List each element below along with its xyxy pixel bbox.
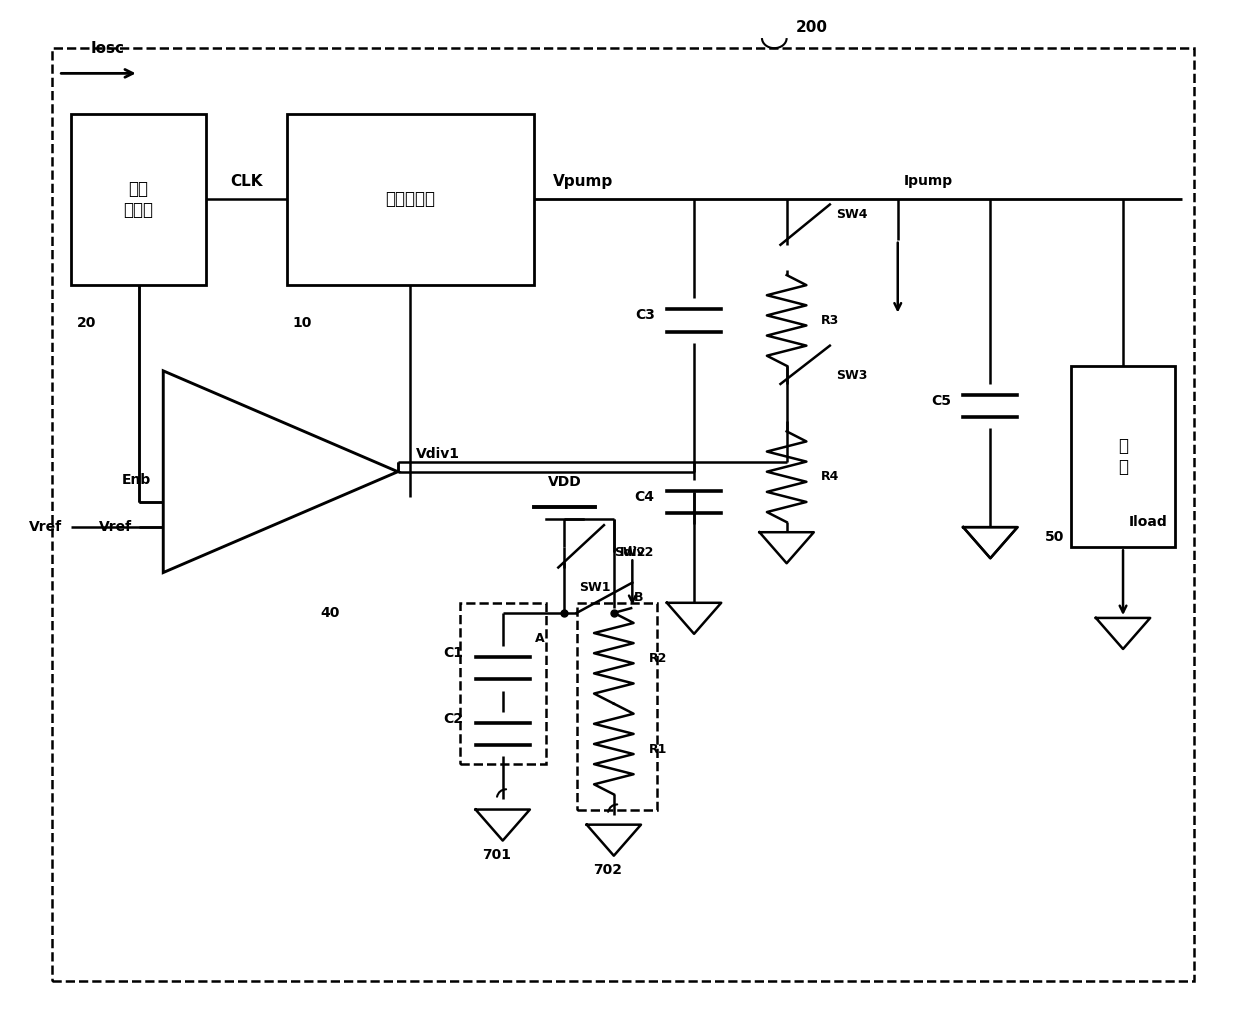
Text: R2: R2 [649,652,667,665]
Text: Vref: Vref [99,520,133,534]
Text: SW3: SW3 [836,369,868,382]
Bar [460,602,546,765]
Text: 200: 200 [795,20,827,35]
Text: C4: C4 [635,490,655,504]
Bar [286,114,533,285]
Bar [577,602,657,809]
Text: Vdiv1: Vdiv1 [417,446,460,460]
Text: R1: R1 [649,742,667,755]
Text: Ipump: Ipump [904,174,954,189]
Text: Enb: Enb [122,473,151,487]
Bar [71,114,207,285]
Text: 50: 50 [1045,530,1064,545]
Text: Vref: Vref [29,520,62,534]
Text: C2: C2 [444,712,464,726]
Text: 20: 20 [77,316,97,331]
Text: 702: 702 [593,863,622,877]
Text: C1: C1 [444,646,464,660]
Text: R3: R3 [821,314,839,327]
Text: 701: 701 [482,848,511,862]
Bar [1070,366,1176,548]
Text: 40: 40 [320,606,340,620]
Text: Iload: Iload [1130,515,1168,529]
Text: 10: 10 [293,316,312,331]
Text: 时钟
振荡器: 时钟 振荡器 [124,180,154,219]
Text: Iosc: Iosc [91,41,125,56]
Text: 负
载: 负 载 [1118,437,1128,476]
Text: SW1: SW1 [579,581,611,594]
Text: VDD: VDD [548,475,582,489]
Text: SW2: SW2 [614,546,645,559]
Text: B: B [634,591,644,604]
Text: R4: R4 [821,470,839,484]
Text: C3: C3 [635,308,655,322]
Text: 电荷泵单元: 电荷泵单元 [386,191,435,209]
Text: CLK: CLK [231,173,263,189]
Text: Vpump: Vpump [553,173,613,189]
Text: SW4: SW4 [836,208,868,221]
Text: C5: C5 [931,394,951,408]
Text: Idiv2: Idiv2 [620,546,655,559]
Text: A: A [534,632,544,645]
